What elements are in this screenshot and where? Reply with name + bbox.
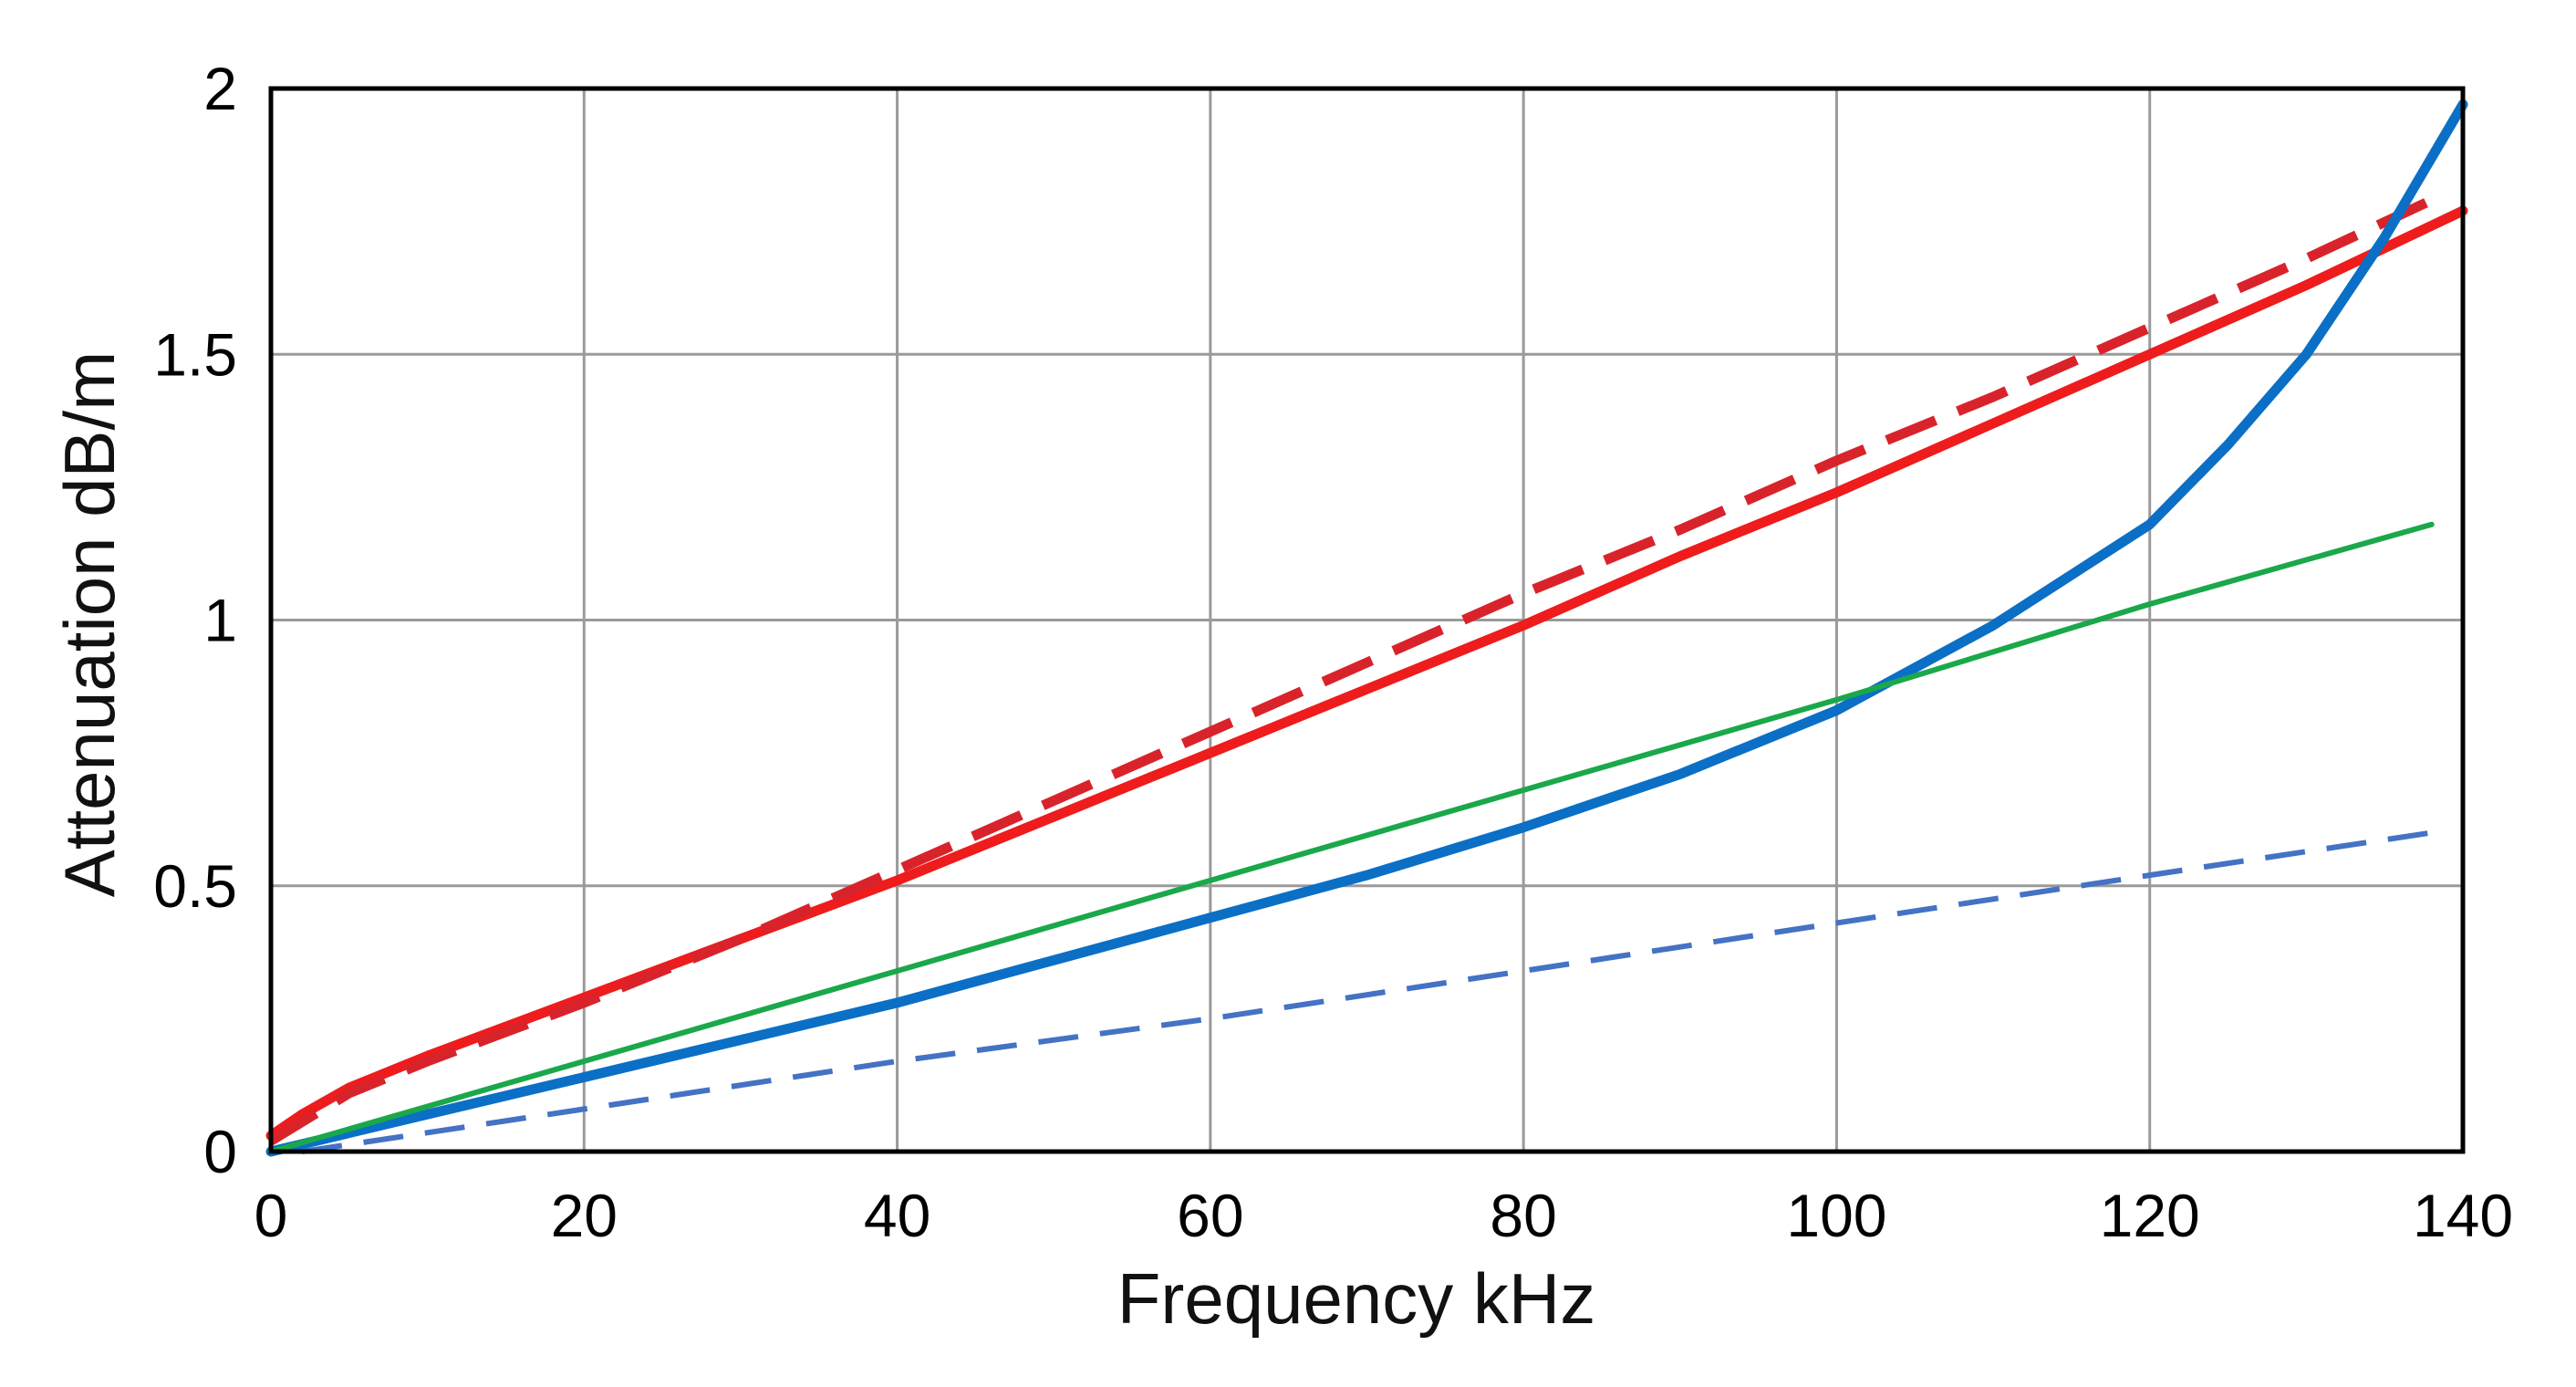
x-tick-label: 100 — [1786, 1182, 1886, 1249]
y-tick-label: 1 — [203, 587, 237, 654]
x-tick-label: 80 — [1490, 1182, 1556, 1249]
y-tick-labels: 0 0.5 1 1.5 2 — [153, 55, 237, 1185]
x-tick-label: 0 — [254, 1182, 288, 1249]
x-tick-label: 40 — [864, 1182, 930, 1249]
x-tick-labels: 0 20 40 60 80 100 120 140 — [254, 1182, 2513, 1249]
series-layer — [265, 99, 2468, 1157]
x-axis-title: Frequency kHz — [1117, 1258, 1596, 1339]
series-red-dashed — [268, 195, 2435, 1145]
series-green-solid — [268, 521, 2435, 1154]
y-tick-label: 0 — [203, 1118, 237, 1185]
y-tick-label: 2 — [203, 55, 237, 122]
x-tick-label: 140 — [2413, 1182, 2513, 1249]
y-tick-label: 0.5 — [153, 852, 237, 920]
series-blue-solid — [265, 99, 2468, 1157]
y-axis-title: Attenuation dB/m — [49, 351, 130, 897]
y-tick-label: 1.5 — [153, 320, 237, 388]
series-red-solid — [265, 205, 2468, 1141]
x-tick-label: 20 — [551, 1182, 618, 1249]
plot-frame — [268, 86, 2466, 1154]
series-blue-dashed — [301, 829, 2433, 1154]
x-tick-label: 60 — [1177, 1182, 1243, 1249]
x-tick-label: 120 — [2100, 1182, 2200, 1249]
